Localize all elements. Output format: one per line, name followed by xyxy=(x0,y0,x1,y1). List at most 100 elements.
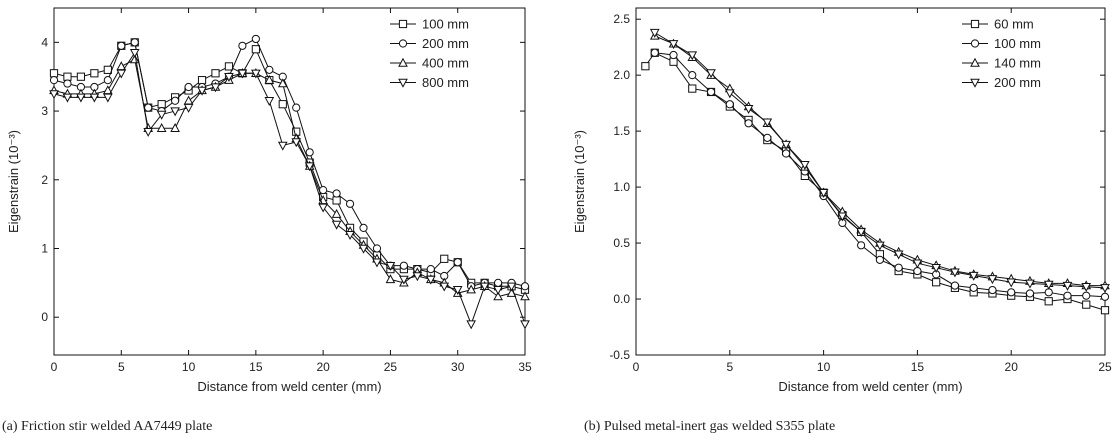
data-point xyxy=(170,122,180,132)
data-point xyxy=(399,275,409,285)
data-point xyxy=(1082,291,1091,300)
data-point xyxy=(837,212,848,222)
data-point xyxy=(385,261,396,271)
data-point xyxy=(76,93,86,103)
legend-label: 800 mm xyxy=(422,75,469,90)
data-point xyxy=(345,231,355,241)
data-point xyxy=(292,103,301,112)
data-point xyxy=(1025,279,1035,289)
y-tick-label: 2 xyxy=(41,173,48,187)
y-axis-label: Eigenstrain (10⁻³) xyxy=(572,130,587,233)
data-point xyxy=(265,65,274,74)
data-point xyxy=(305,148,314,157)
data-point xyxy=(1025,289,1035,298)
caption-right: (b) Pulsed metal-inert gas welded S355 p… xyxy=(584,419,836,434)
y-tick-label: -0.5 xyxy=(609,348,630,362)
legend-label: 60 mm xyxy=(994,17,1034,32)
data-point xyxy=(669,50,678,60)
data-point xyxy=(264,97,275,107)
data-point xyxy=(264,74,275,84)
x-tick-label: 0 xyxy=(51,360,58,374)
data-point xyxy=(893,250,904,260)
data-point xyxy=(1044,297,1053,306)
data-point xyxy=(688,84,697,93)
data-point xyxy=(251,45,260,54)
data-point xyxy=(143,127,154,137)
data-point xyxy=(706,69,716,79)
y-tick-label: 2.0 xyxy=(613,68,630,82)
data-point xyxy=(331,220,342,230)
data-point xyxy=(649,28,660,38)
data-point xyxy=(1100,284,1110,294)
data-point xyxy=(894,263,903,272)
y-tick-label: 1 xyxy=(41,241,48,255)
data-point xyxy=(102,93,113,103)
data-point xyxy=(332,189,341,198)
data-point xyxy=(969,283,978,292)
chart-friction-stir: 0 5 10 15 20 25 30 35 0 1 2 3 4 Distance from weld ce… xyxy=(6,7,532,394)
data-point xyxy=(130,38,139,47)
data-point xyxy=(144,103,153,112)
data-point xyxy=(277,78,288,88)
x-tick-label: 20 xyxy=(316,360,330,374)
data-point xyxy=(987,275,998,285)
legend-label: 100 mm xyxy=(994,36,1041,51)
data-point xyxy=(332,196,341,205)
data-point xyxy=(493,291,503,301)
data-point xyxy=(90,69,99,78)
x-tick-label: 15 xyxy=(249,360,263,374)
data-point xyxy=(277,141,288,151)
data-point xyxy=(1007,288,1016,297)
legend-marker xyxy=(398,57,408,67)
data-point xyxy=(237,69,248,79)
data-point xyxy=(251,34,260,44)
y-tick-label: 0.0 xyxy=(613,292,630,306)
data-point xyxy=(950,268,960,278)
data-point xyxy=(129,48,140,58)
data-point xyxy=(184,82,193,92)
y-tick-label: 1.5 xyxy=(613,124,630,138)
data-point xyxy=(439,282,450,292)
data-point xyxy=(1063,291,1072,300)
data-point xyxy=(197,76,207,85)
data-point xyxy=(157,100,166,109)
legend-label: 400 mm xyxy=(422,56,469,71)
data-point xyxy=(818,188,829,198)
data-point xyxy=(63,79,72,88)
data-point xyxy=(76,72,86,81)
data-point xyxy=(762,118,773,128)
data-point xyxy=(210,83,221,93)
data-point xyxy=(650,48,659,57)
data-point xyxy=(1044,288,1053,297)
legend-marker xyxy=(970,39,980,48)
data-point xyxy=(931,263,941,273)
data-point xyxy=(1043,280,1054,290)
data-point xyxy=(156,122,167,132)
y-tick-label: 0 xyxy=(41,310,48,324)
data-point xyxy=(385,274,396,284)
legend-marker xyxy=(398,19,408,29)
data-point xyxy=(49,76,59,85)
data-point xyxy=(425,275,436,285)
data-point xyxy=(506,282,517,292)
data-point xyxy=(63,72,72,81)
data-point xyxy=(781,149,791,158)
data-point xyxy=(688,71,697,80)
data-point xyxy=(781,140,791,150)
data-point xyxy=(875,255,884,264)
data-point xyxy=(1062,281,1073,291)
caption-left: (a) Friction stir welded AA7449 plate xyxy=(2,419,213,434)
data-point xyxy=(331,208,342,218)
x-axis-label: Distance from weld center (mm) xyxy=(197,379,381,394)
data-point xyxy=(743,105,754,114)
data-point xyxy=(913,266,922,276)
y-tick-label: 2.5 xyxy=(613,12,630,26)
data-point xyxy=(426,265,435,274)
legend-label: 200 mm xyxy=(994,75,1041,90)
data-point xyxy=(62,93,73,103)
data-point xyxy=(452,286,463,295)
data-point xyxy=(950,281,960,290)
data-point xyxy=(1082,300,1091,309)
data-point xyxy=(968,271,979,281)
x-tick-label: 30 xyxy=(451,360,465,374)
